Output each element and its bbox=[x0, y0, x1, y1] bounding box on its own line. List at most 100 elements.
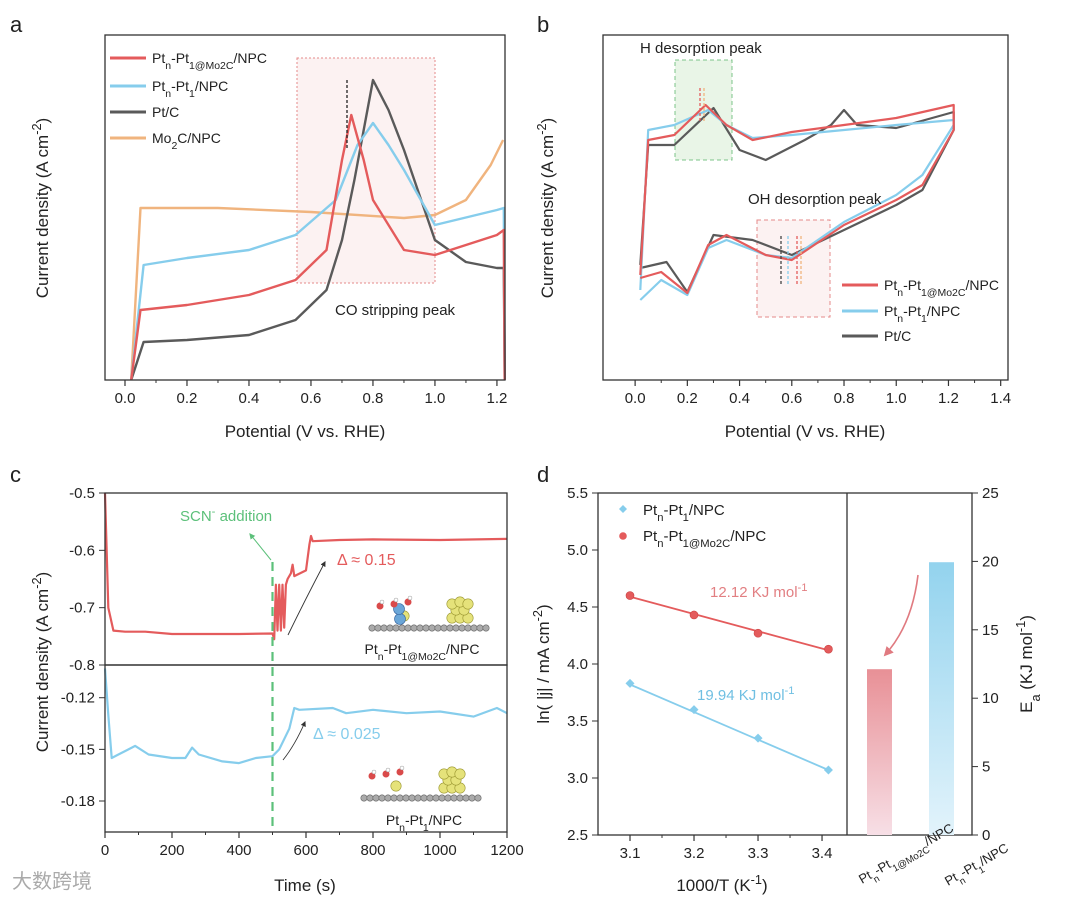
y-tick-label: 2.5 bbox=[567, 827, 588, 844]
fit-line bbox=[629, 683, 829, 771]
carbon-atom bbox=[360, 794, 368, 802]
x-axis-label: 1000/T (K-1) bbox=[676, 872, 767, 896]
carbon-atom bbox=[410, 624, 418, 632]
carbon-atom bbox=[380, 624, 388, 632]
delta-label-bottom: Δ ≈ 0.025 bbox=[313, 726, 381, 743]
oxygen-atom bbox=[376, 602, 384, 610]
carbon-atom bbox=[434, 624, 442, 632]
carbon-atom bbox=[440, 624, 448, 632]
carbon-atom bbox=[474, 794, 482, 802]
x-tick-label: 0.8 bbox=[834, 390, 855, 407]
y2-tick-label: 5 bbox=[982, 759, 990, 776]
carbon-atom bbox=[374, 624, 382, 632]
carbon-atom bbox=[446, 624, 454, 632]
x-tick-label: 0.8 bbox=[363, 390, 384, 407]
legend-label: Ptn-Pt1/NPC bbox=[884, 303, 960, 325]
y-tick-label: 3.0 bbox=[567, 770, 588, 787]
carbon-atom bbox=[420, 794, 428, 802]
carbon-atom bbox=[438, 794, 446, 802]
annotation: CO stripping peak bbox=[335, 302, 456, 319]
carbon-atom bbox=[426, 794, 434, 802]
mo-atom bbox=[394, 613, 406, 625]
x-tick-label: 0.2 bbox=[677, 390, 698, 407]
y-axis-label: ln( |j| / mA cm-2) bbox=[530, 604, 554, 723]
carbon-atom bbox=[398, 624, 406, 632]
fit-line bbox=[629, 595, 829, 652]
hydrogen-atom bbox=[393, 597, 399, 603]
carbon-atom bbox=[422, 624, 430, 632]
data-point-diamond bbox=[823, 765, 833, 775]
y-tick-label: -0.15 bbox=[61, 741, 95, 758]
y-tick-label: 4.0 bbox=[567, 656, 588, 673]
x-tick-label: 0.0 bbox=[625, 390, 646, 407]
plot-area-c-bottom bbox=[104, 664, 508, 833]
scn-arrow bbox=[249, 533, 272, 561]
panel-letter: b bbox=[537, 12, 549, 37]
carbon-atom bbox=[392, 624, 400, 632]
inset-label-bottom: Ptn-Pt1/NPC bbox=[386, 812, 462, 834]
data-point-circle bbox=[753, 628, 763, 638]
scn-annotation: SCN- addition bbox=[180, 506, 272, 525]
series-line bbox=[130, 139, 505, 381]
activation-energy-label-red: 12.12 KJ mol-1 bbox=[710, 582, 808, 601]
bar-category-label: Ptn-Pt1/NPC bbox=[942, 840, 1014, 893]
data-point-diamond bbox=[753, 733, 763, 743]
carbon-atom bbox=[458, 624, 466, 632]
inset-illustration-mo2c bbox=[368, 595, 490, 632]
carbon-atom bbox=[444, 794, 452, 802]
carbon-atom bbox=[468, 794, 476, 802]
legend-label: Ptn-Pt1@Mo2C/NPC bbox=[643, 528, 766, 550]
comparison-arrow bbox=[883, 574, 919, 657]
y-tick-label: -0.6 bbox=[69, 542, 95, 559]
carbon-atom bbox=[386, 624, 394, 632]
inset-illustration bbox=[360, 765, 482, 802]
plot-area-a bbox=[104, 34, 506, 381]
legend-label: Ptn-Pt1/NPC bbox=[643, 502, 725, 524]
pt-cluster-atom bbox=[454, 768, 466, 780]
series-line bbox=[103, 668, 508, 765]
carbon-atom bbox=[396, 794, 404, 802]
carbon-atom bbox=[450, 794, 458, 802]
x-tick-label: 0.0 bbox=[115, 390, 136, 407]
plot-area-c-top bbox=[104, 492, 508, 666]
x-tick-label: 1.0 bbox=[425, 390, 446, 407]
hydrogen-atom bbox=[379, 599, 385, 605]
y-tick-label: 5.0 bbox=[567, 542, 588, 559]
x-tick-label: 1.2 bbox=[938, 390, 959, 407]
y2-axis-label: Ea (KJ mol-1) bbox=[1013, 615, 1043, 713]
legend-label: Mo2C/NPC bbox=[152, 130, 221, 152]
carbon-atom bbox=[408, 794, 416, 802]
x-tick-label: 600 bbox=[293, 842, 318, 859]
x-tick-label: 0.6 bbox=[781, 390, 802, 407]
x-tick-label: 1.2 bbox=[487, 390, 508, 407]
x-tick-label: 3.3 bbox=[748, 845, 769, 862]
plot-area-b bbox=[602, 34, 1009, 381]
x-tick-label: 400 bbox=[226, 842, 251, 859]
x-tick-label: 3.1 bbox=[620, 845, 641, 862]
hydrogen-atom bbox=[385, 767, 391, 773]
x-tick-label: 800 bbox=[360, 842, 385, 859]
carbon-atom bbox=[482, 624, 490, 632]
x-tick-label: 1200 bbox=[490, 842, 523, 859]
y-tick-label: -0.5 bbox=[69, 485, 95, 502]
legend-label: Ptn-Pt1/NPC bbox=[152, 78, 228, 100]
series-line bbox=[103, 492, 508, 641]
watermark-logo: 大数跨境 bbox=[12, 870, 92, 893]
data-point-circle bbox=[824, 644, 833, 654]
carbon-atom bbox=[414, 794, 422, 802]
y2-tick-label: 25 bbox=[982, 485, 999, 502]
y-axis-label: Current density (A cm-2) bbox=[29, 118, 53, 298]
x-tick-label: 0.2 bbox=[177, 390, 198, 407]
y-tick-label: -0.8 bbox=[69, 657, 95, 674]
legend-marker-diamond bbox=[619, 505, 627, 513]
hydrogen-atom bbox=[371, 769, 377, 775]
y-tick-label: -0.7 bbox=[69, 600, 95, 617]
carbon-atom bbox=[372, 794, 380, 802]
carbon-atom bbox=[378, 794, 386, 802]
carbon-atom bbox=[368, 624, 376, 632]
x-axis-label: Potential (V vs. RHE) bbox=[725, 422, 886, 441]
carbon-atom bbox=[416, 624, 424, 632]
activation-energy-label-blue: 19.94 KJ mol-1 bbox=[697, 685, 795, 704]
legend-label: Pt/C bbox=[884, 328, 911, 344]
